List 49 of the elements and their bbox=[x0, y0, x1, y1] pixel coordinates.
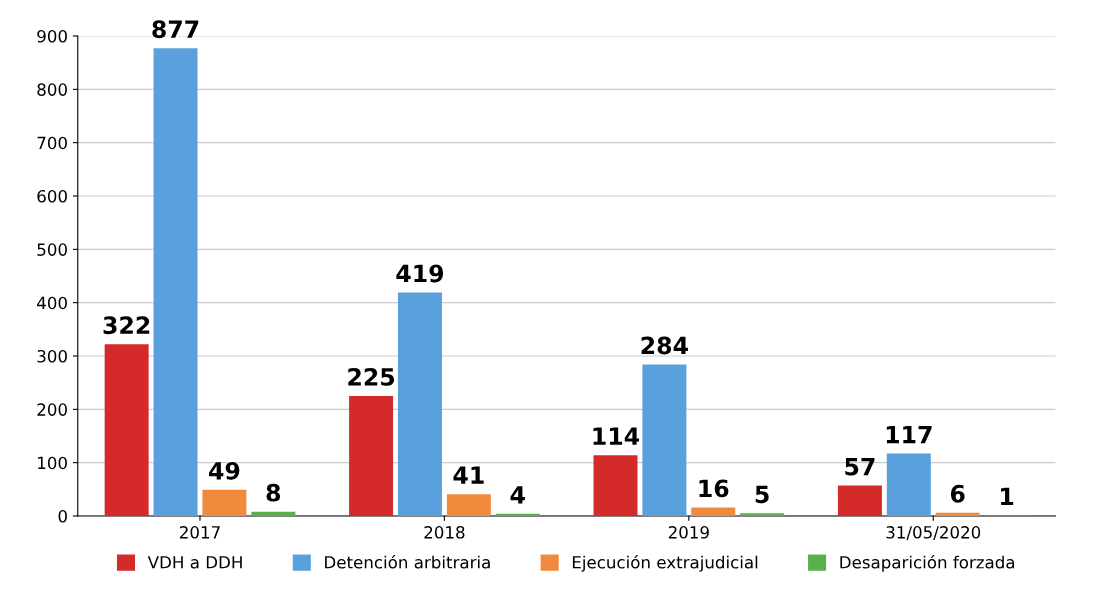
bar bbox=[202, 489, 247, 516]
bar bbox=[593, 455, 638, 516]
data-label: 16 bbox=[699, 479, 729, 498]
y-tick-label: 900 bbox=[37, 29, 67, 43]
data-label: 419 bbox=[396, 264, 444, 283]
data-label: 49 bbox=[209, 461, 240, 480]
legend-label: VDH a DDH bbox=[147, 556, 242, 569]
data-label: 322 bbox=[103, 316, 150, 335]
data-label: 225 bbox=[348, 368, 395, 386]
bar bbox=[935, 512, 980, 516]
data-label: 117 bbox=[886, 425, 932, 444]
y-tick-label: 400 bbox=[37, 296, 67, 310]
x-tick-label: 2019 bbox=[668, 526, 709, 539]
y-tick-label: 700 bbox=[37, 136, 67, 150]
y-tick-label: 500 bbox=[37, 243, 67, 256]
x-tick-label: 31/05/2020 bbox=[886, 526, 981, 540]
y-tick-label: 100 bbox=[38, 456, 67, 470]
bar bbox=[446, 494, 491, 516]
bar bbox=[740, 513, 785, 516]
bar bbox=[153, 48, 198, 516]
data-label: 8 bbox=[266, 483, 281, 502]
bar bbox=[397, 292, 442, 516]
data-label: 6 bbox=[950, 484, 965, 503]
y-tick-label: 800 bbox=[37, 83, 67, 96]
y-tick-label: 0 bbox=[58, 509, 67, 523]
data-label: 57 bbox=[845, 457, 875, 476]
data-label: 41 bbox=[453, 466, 484, 484]
bar bbox=[642, 364, 687, 516]
data-label: 1 bbox=[1001, 487, 1014, 505]
legend-label: Desaparición forzada bbox=[840, 555, 1015, 572]
data-label: 284 bbox=[641, 336, 688, 355]
bar bbox=[495, 513, 540, 516]
bar bbox=[104, 344, 149, 516]
bar bbox=[349, 396, 394, 516]
y-tick-label: 300 bbox=[37, 349, 67, 363]
x-tick-label: 2017 bbox=[179, 526, 220, 539]
bar bbox=[886, 453, 931, 516]
x-tick-label: 2018 bbox=[424, 526, 465, 539]
data-label: 5 bbox=[755, 485, 769, 504]
y-tick-label: 600 bbox=[37, 189, 67, 203]
bar bbox=[251, 511, 296, 516]
y-tick-label: 200 bbox=[37, 403, 67, 416]
data-label: 114 bbox=[593, 427, 640, 445]
data-label: 4 bbox=[510, 486, 525, 504]
bar bbox=[691, 507, 736, 516]
legend-label: Detención arbitraria bbox=[325, 555, 490, 569]
legend-label: Ejecución extrajudicial bbox=[572, 555, 758, 572]
data-label: 877 bbox=[152, 20, 199, 39]
bar bbox=[837, 485, 882, 516]
